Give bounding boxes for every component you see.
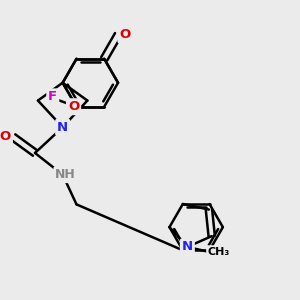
Text: N: N xyxy=(57,121,68,134)
Text: NH: NH xyxy=(55,168,76,181)
Text: O: O xyxy=(68,100,79,113)
Text: O: O xyxy=(0,130,11,143)
Text: N: N xyxy=(182,241,193,254)
Text: O: O xyxy=(119,28,130,41)
Text: F: F xyxy=(48,90,57,103)
Text: CH₃: CH₃ xyxy=(208,247,230,257)
